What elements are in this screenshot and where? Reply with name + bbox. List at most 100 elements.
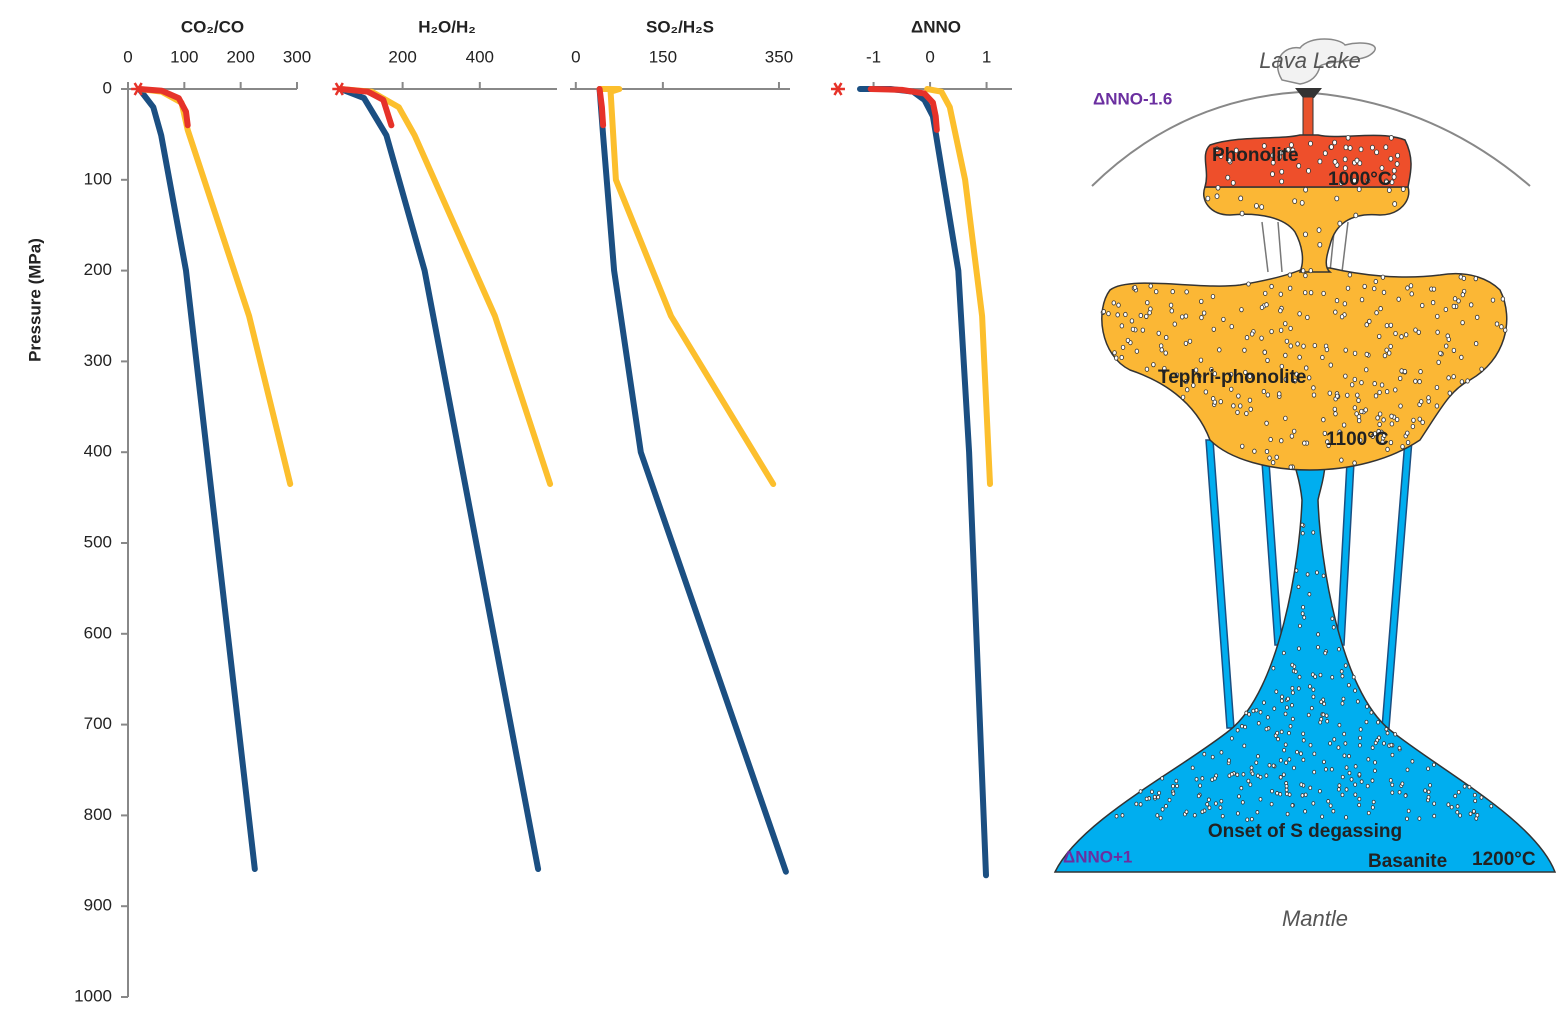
bubble	[1264, 302, 1269, 308]
bubble	[1301, 757, 1306, 763]
bubble	[1428, 783, 1432, 788]
bubble	[1384, 727, 1389, 732]
bubble	[1347, 145, 1353, 151]
bubble	[1352, 177, 1357, 184]
bubble	[1311, 385, 1316, 391]
bubble	[1294, 568, 1299, 573]
x-tick-label: 1	[982, 47, 991, 66]
bubble	[1356, 186, 1362, 193]
bubble	[1365, 177, 1371, 184]
bubble	[1370, 745, 1375, 750]
bubble	[1325, 719, 1330, 724]
bubble	[1167, 797, 1172, 803]
bubble	[1106, 311, 1111, 317]
bubble	[1388, 439, 1394, 446]
chart-title: H₂O/H₂	[418, 17, 476, 36]
y-tick-label: 100	[84, 169, 112, 188]
bubble	[1377, 421, 1382, 427]
bubble	[1338, 180, 1344, 186]
series-line	[337, 86, 542, 872]
bubble	[1297, 646, 1301, 651]
bubble	[1158, 815, 1163, 821]
bubble	[1302, 290, 1308, 296]
bubble	[1431, 286, 1437, 292]
x-tick-label: 100	[170, 47, 198, 66]
bubble	[1285, 146, 1291, 153]
bubble	[1320, 814, 1325, 819]
bubble	[1355, 699, 1360, 704]
bubble	[1286, 696, 1290, 702]
bubble	[1452, 296, 1458, 302]
bubble	[1287, 285, 1293, 291]
bubble	[1357, 796, 1362, 802]
bubble	[1306, 375, 1312, 381]
bubble	[1369, 710, 1374, 715]
bubble	[1300, 611, 1305, 616]
bubble	[1272, 706, 1277, 711]
bubble	[1382, 741, 1386, 746]
bubble	[1159, 347, 1164, 353]
label: 1100°C	[1326, 429, 1389, 450]
bubble	[1270, 171, 1275, 177]
bubble	[1405, 767, 1410, 772]
bubble	[1171, 783, 1175, 789]
bubble	[1115, 312, 1120, 318]
bubble	[1156, 794, 1161, 800]
bubble	[1386, 187, 1392, 193]
x-tick-label: 200	[388, 47, 416, 66]
bubble	[1373, 760, 1377, 765]
bubble	[1359, 380, 1364, 386]
bubble	[1240, 443, 1245, 449]
bubble	[1371, 799, 1376, 805]
bubble	[1112, 350, 1117, 356]
bubble	[1207, 805, 1212, 810]
bubble	[1264, 420, 1269, 426]
phonolite-lower	[1203, 186, 1410, 273]
bubble	[1344, 787, 1349, 792]
bubble	[1358, 437, 1363, 443]
bubble	[1235, 728, 1240, 733]
bubble	[1303, 231, 1308, 238]
bubble	[1237, 794, 1241, 799]
bubble	[1460, 292, 1466, 298]
bubble	[1451, 374, 1456, 380]
bubble	[1453, 793, 1458, 799]
bubble	[1244, 410, 1249, 417]
bubble	[1342, 301, 1348, 307]
bubble	[1337, 429, 1342, 435]
bubble	[1469, 302, 1474, 308]
bubble	[1468, 811, 1473, 816]
bubble	[1210, 777, 1215, 782]
bubble	[1343, 144, 1349, 151]
bubble	[1283, 376, 1289, 382]
x-tick-label: 300	[283, 47, 311, 66]
bubble	[1292, 198, 1298, 204]
bubble	[1267, 455, 1272, 461]
bubble	[1352, 460, 1357, 466]
bubble	[1300, 268, 1306, 274]
bubble	[1451, 347, 1457, 353]
bubble	[1193, 367, 1199, 373]
chart-title: CO₂/CO	[181, 17, 244, 36]
bubble	[1184, 289, 1189, 295]
bubble	[1114, 814, 1119, 819]
bubble	[1275, 730, 1280, 736]
bubble	[1262, 700, 1266, 705]
bubble	[1183, 340, 1189, 346]
x-tick-label: 200	[226, 47, 254, 66]
bubble	[1388, 156, 1394, 162]
bubble	[1123, 311, 1128, 318]
bubble	[1295, 749, 1299, 755]
bubble	[1340, 774, 1345, 780]
series-line	[136, 86, 191, 129]
bubble	[1353, 212, 1359, 219]
bubble	[1235, 409, 1240, 415]
bubble	[1294, 371, 1299, 377]
bubble	[1192, 813, 1197, 818]
bubble	[1140, 327, 1146, 333]
bubble	[1472, 792, 1477, 798]
bubble	[1332, 139, 1338, 146]
bubble	[1242, 743, 1247, 749]
bubble	[1246, 778, 1251, 784]
series-line	[337, 86, 554, 487]
